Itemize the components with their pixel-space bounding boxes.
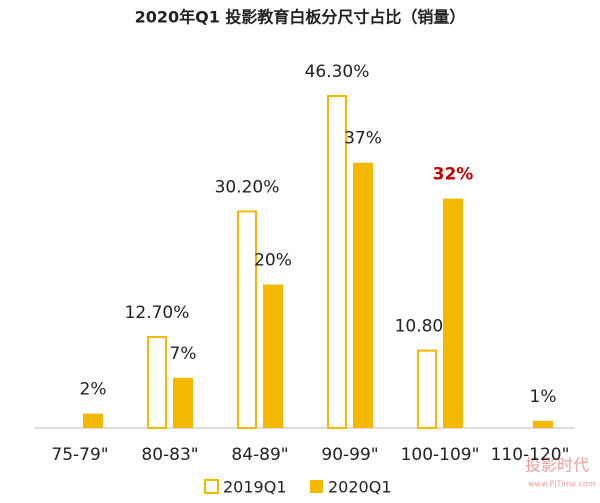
data-label: 12.70% — [125, 303, 190, 323]
data-label: 7% — [170, 344, 197, 364]
data-label: 30.20% — [215, 177, 280, 197]
data-label: 37% — [344, 129, 382, 149]
bar — [443, 198, 463, 428]
x-tick-label: 84-89" — [231, 445, 288, 465]
data-label: 20% — [254, 251, 292, 271]
legend-label: 2020Q1 — [328, 478, 392, 497]
bar — [83, 413, 103, 428]
bar — [173, 377, 193, 428]
x-tick-label: 90-99" — [321, 445, 378, 465]
legend-swatch — [204, 479, 219, 494]
bar — [147, 335, 167, 430]
data-label: 46.30% — [305, 62, 370, 82]
x-tick-label: 110-120" — [491, 445, 570, 465]
legend-label: 2019Q1 — [223, 478, 287, 497]
bar — [417, 349, 437, 429]
x-tick-label: 80-83" — [141, 445, 198, 465]
bar — [327, 95, 347, 430]
bar — [237, 210, 257, 429]
x-tick-label: 75-79" — [51, 445, 108, 465]
legend-swatch — [310, 480, 323, 493]
x-tick-label: 100-109" — [401, 445, 480, 465]
data-label: 1% — [530, 387, 557, 407]
data-label: 2% — [80, 380, 107, 400]
bar — [263, 284, 283, 428]
chart-title: 2020年Q1 投影教育白板分尺寸占比（销量） — [135, 8, 466, 27]
bar — [533, 420, 553, 428]
data-label: 32% — [433, 165, 474, 185]
watermark: 投影时代 — [525, 456, 589, 475]
bar — [353, 162, 373, 428]
watermark: www.PjTime.com — [528, 480, 596, 489]
